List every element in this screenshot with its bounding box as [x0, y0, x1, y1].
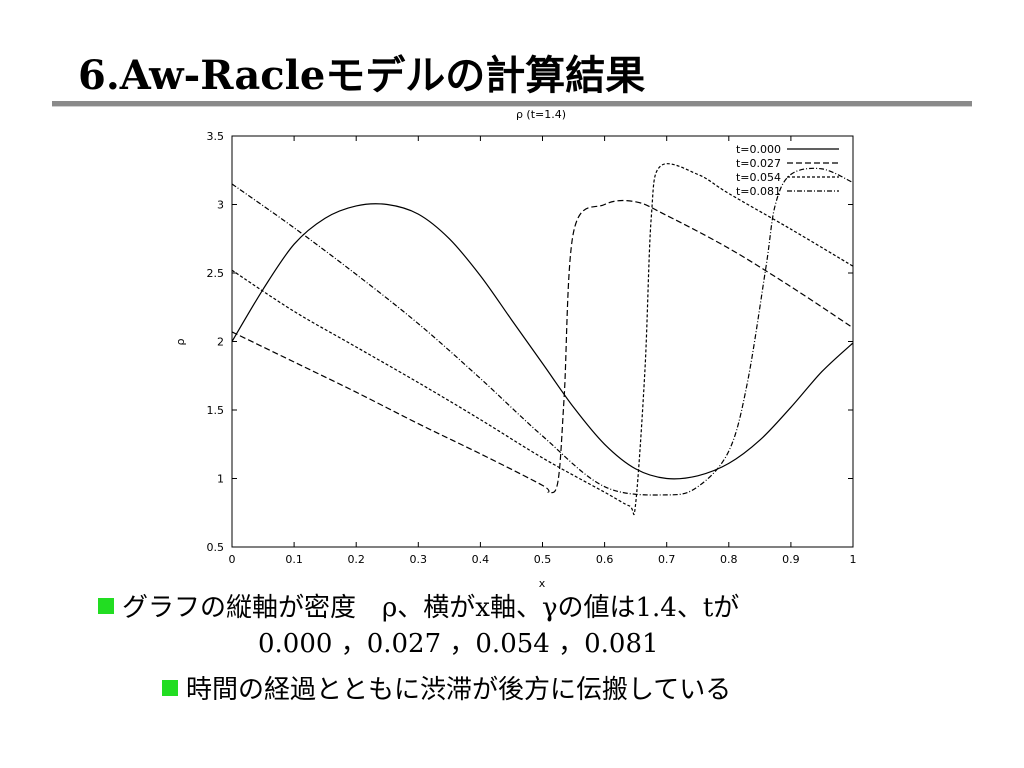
- y-axis-label: ρ: [174, 338, 187, 345]
- bullet-text: グラフの縦軸が密度 ρ、横がx軸、γの値は1.4、tが: [122, 593, 740, 623]
- x-tick-label: 0.3: [410, 553, 428, 566]
- bullet-continuation: 0.000 ，0.027 ，0.054 ，0.081: [258, 629, 659, 659]
- axis-ticks: 0 0.1 0.2 0.3 0.4 0.5 0.6 0.7 0.8 0.9 1 0.5 1 1.5 2 2.5…: [207, 130, 857, 566]
- bullet-square-icon: [162, 680, 178, 696]
- bullet-item: グラフの縦軸が密度 ρ、横がx軸、γの値は1.4、tが: [98, 590, 739, 626]
- slide-title: 6.Aw-Racleモデルの計算結果: [78, 52, 646, 99]
- x-tick-label: 0.4: [472, 553, 490, 566]
- legend-label: t=0.081: [736, 185, 781, 198]
- series-line: [231, 199, 854, 494]
- x-tick-label: 0.8: [720, 553, 738, 566]
- bullet-item: 時間の経過とともに渋滞が後方に伝搬している: [162, 672, 731, 708]
- series-curves: [231, 163, 854, 516]
- x-tick-label: 0.9: [782, 553, 800, 566]
- y-tick-label: 2: [217, 336, 224, 349]
- chart-title: ρ (t=1.4): [516, 108, 566, 121]
- x-tick-label: 0.6: [596, 553, 614, 566]
- x-tick-label: 0.7: [658, 553, 676, 566]
- x-tick-label: 0.1: [285, 553, 303, 566]
- x-tick-label: 0.2: [347, 553, 365, 566]
- y-tick-label: 1: [217, 473, 224, 486]
- legend-label: t=0.027: [736, 157, 781, 170]
- series-line: [231, 163, 854, 516]
- series-line: [231, 167, 854, 496]
- density-chart: ρ (t=1.4) 0 0.1 0.2 0.3 0.4 0.5 0.6 0.7 0.8 0.9 10…: [174, 108, 857, 590]
- series-line: [231, 203, 854, 480]
- y-tick-label: 3: [217, 199, 224, 212]
- y-tick-label: 0.5: [207, 541, 225, 554]
- x-tick-label: 0.5: [534, 553, 552, 566]
- y-tick-label: 2.5: [207, 267, 225, 280]
- x-tick-label: 1: [850, 553, 857, 566]
- x-axis-label: x: [539, 577, 546, 590]
- bullet-square-icon: [98, 598, 114, 614]
- y-tick-label: 1.5: [207, 404, 225, 417]
- bullet-text: 時間の経過とともに渋滞が後方に伝搬している: [186, 675, 732, 705]
- legend-label: t=0.000: [736, 143, 781, 156]
- title-divider: [52, 101, 972, 106]
- x-tick-label: 0: [229, 553, 236, 566]
- y-tick-label: 3.5: [207, 130, 225, 143]
- title-divider-shadow: [52, 106, 972, 107]
- legend-label: t=0.054: [736, 171, 781, 184]
